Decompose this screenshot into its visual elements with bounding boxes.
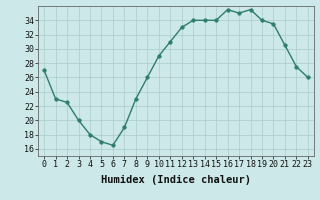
X-axis label: Humidex (Indice chaleur): Humidex (Indice chaleur) — [101, 175, 251, 185]
